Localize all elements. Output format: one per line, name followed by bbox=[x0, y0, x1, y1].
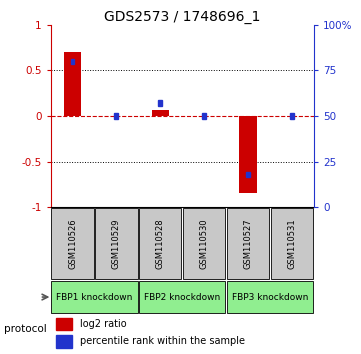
Bar bbox=[227, 281, 313, 313]
Text: log2 ratio: log2 ratio bbox=[79, 319, 126, 329]
Bar bbox=[271, 208, 313, 279]
Bar bbox=[139, 281, 225, 313]
Bar bbox=[70, 58, 74, 64]
Title: GDS2573 / 1748696_1: GDS2573 / 1748696_1 bbox=[104, 10, 261, 24]
Bar bbox=[202, 113, 206, 119]
Text: FBP2 knockdown: FBP2 knockdown bbox=[144, 292, 221, 302]
Bar bbox=[51, 281, 138, 313]
Bar bbox=[95, 208, 138, 279]
Text: FBP1 knockdown: FBP1 knockdown bbox=[56, 292, 132, 302]
Bar bbox=[246, 172, 250, 177]
Text: protocol: protocol bbox=[4, 324, 46, 333]
Text: GSM110529: GSM110529 bbox=[112, 218, 121, 269]
Bar bbox=[139, 208, 182, 279]
Bar bbox=[114, 113, 118, 119]
Bar bbox=[227, 208, 269, 279]
Bar bbox=[64, 52, 81, 116]
Bar bbox=[239, 116, 257, 194]
Text: GSM110527: GSM110527 bbox=[244, 218, 253, 269]
Bar bbox=[158, 101, 162, 106]
Bar bbox=[51, 208, 93, 279]
Text: GSM110530: GSM110530 bbox=[200, 218, 209, 269]
Text: GSM110526: GSM110526 bbox=[68, 218, 77, 269]
Bar bbox=[152, 110, 169, 116]
Bar bbox=[56, 335, 71, 348]
Text: GSM110528: GSM110528 bbox=[156, 218, 165, 269]
Text: percentile rank within the sample: percentile rank within the sample bbox=[79, 336, 244, 346]
Bar bbox=[183, 208, 225, 279]
Text: FBP3 knockdown: FBP3 knockdown bbox=[232, 292, 308, 302]
Bar bbox=[56, 318, 71, 330]
Text: GSM110531: GSM110531 bbox=[288, 218, 297, 269]
Bar bbox=[290, 113, 294, 119]
